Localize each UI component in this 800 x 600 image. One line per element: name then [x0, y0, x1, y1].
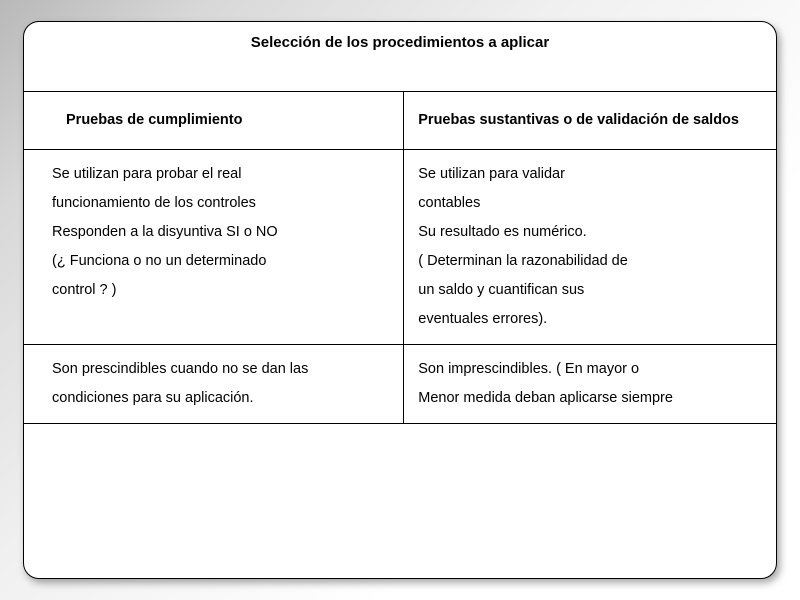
slide-title: Selección de los procedimientos a aplica… [24, 34, 776, 51]
cell-right: Se utilizan para validarcontablesSu resu… [404, 150, 776, 345]
cell-right: Son imprescindibles. ( En mayor oMenor m… [404, 345, 776, 424]
cell-left: Son prescindibles cuando no se dan lasco… [24, 345, 404, 424]
table-row: Son prescindibles cuando no se dan lasco… [24, 345, 776, 424]
comparison-table: Pruebas de cumplimiento Pruebas sustanti… [24, 91, 776, 424]
table-header-row: Pruebas de cumplimiento Pruebas sustanti… [24, 92, 776, 150]
slide-card: Selección de los procedimientos a aplica… [23, 21, 777, 579]
cell-left: Se utilizan para probar el realfuncionam… [24, 150, 404, 345]
header-right: Pruebas sustantivas o de validación de s… [404, 92, 776, 150]
table-row: Se utilizan para probar el realfuncionam… [24, 150, 776, 345]
header-left: Pruebas de cumplimiento [24, 92, 404, 150]
